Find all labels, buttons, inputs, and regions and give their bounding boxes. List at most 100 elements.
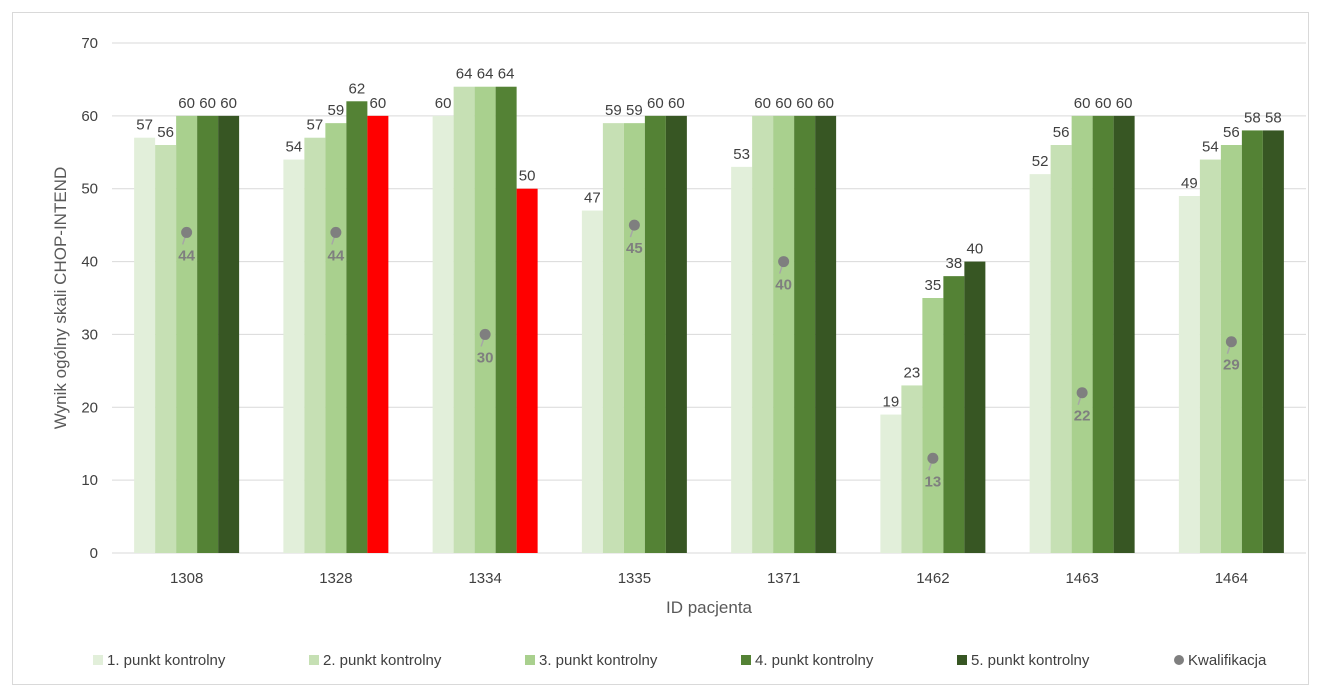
legend-label: 5. punkt kontrolny xyxy=(971,652,1090,669)
legend-swatch xyxy=(1174,655,1184,665)
bar-1462-series-3 xyxy=(922,298,944,553)
x-tick-label: 1371 xyxy=(767,570,800,587)
bar-1335-series-3 xyxy=(623,123,645,554)
qualification-label: 13 xyxy=(925,473,942,490)
qualification-point xyxy=(330,226,342,238)
data-label: 62 xyxy=(349,80,366,97)
qualification-point xyxy=(1076,387,1088,399)
data-label: 53 xyxy=(733,146,750,163)
data-label: 59 xyxy=(626,102,643,119)
x-axis-title: ID pacjenta xyxy=(666,598,753,617)
data-label: 64 xyxy=(498,66,515,83)
data-label: 60 xyxy=(220,95,237,112)
bar-1334-series-2 xyxy=(453,86,475,553)
bar-1308-series-4 xyxy=(197,115,219,553)
data-label: 58 xyxy=(1265,109,1282,126)
data-label: 60 xyxy=(178,95,195,112)
bar-1335-series-1 xyxy=(581,210,603,554)
data-label: 60 xyxy=(647,95,664,112)
qualification-label: 40 xyxy=(775,277,792,294)
data-label: 60 xyxy=(435,95,452,112)
bar-1335-series-2 xyxy=(602,123,624,554)
qualification-label: 29 xyxy=(1223,357,1240,374)
bar-1462-series-2 xyxy=(901,385,923,553)
x-tick-label: 1335 xyxy=(618,570,651,587)
data-label: 40 xyxy=(967,241,984,258)
data-label: 60 xyxy=(370,95,387,112)
data-label: 35 xyxy=(925,277,942,294)
bar-1328-series-5 xyxy=(367,115,389,553)
data-label: 60 xyxy=(754,95,771,112)
y-tick-label: 60 xyxy=(81,108,98,125)
qualification-label: 44 xyxy=(178,247,195,264)
bar-1334-series-4 xyxy=(495,86,517,553)
bar-1328-series-1 xyxy=(283,159,305,554)
x-tick-label: 1462 xyxy=(916,570,949,587)
data-label: 57 xyxy=(136,117,153,134)
bar-1335-series-5 xyxy=(665,115,687,553)
data-label: 60 xyxy=(817,95,834,112)
data-label: 64 xyxy=(477,66,494,83)
bar-1463-series-4 xyxy=(1092,115,1114,553)
bar-1371-series-3 xyxy=(773,115,795,553)
data-label: 49 xyxy=(1181,175,1198,192)
y-tick-label: 20 xyxy=(81,399,98,416)
data-label: 19 xyxy=(883,394,900,411)
bar-1371-series-1 xyxy=(731,166,753,553)
x-tick-label: 1308 xyxy=(170,570,203,587)
bar-1334-series-5 xyxy=(516,188,538,553)
qualification-point xyxy=(628,219,640,231)
bar-1328-series-3 xyxy=(325,123,347,554)
qualification-label: 44 xyxy=(328,247,345,264)
qualification-point xyxy=(927,452,939,464)
bar-1463-series-5 xyxy=(1113,115,1135,553)
legend-swatch xyxy=(309,655,319,665)
bar-1464-series-5 xyxy=(1262,130,1284,553)
data-label: 60 xyxy=(1116,95,1133,112)
bar-1371-series-2 xyxy=(752,115,774,553)
bar-1464-series-3 xyxy=(1220,145,1242,553)
y-tick-label: 30 xyxy=(81,326,98,343)
y-tick-label: 0 xyxy=(90,545,98,562)
legend-label: Kwalifikacja xyxy=(1188,652,1267,669)
legend-swatch xyxy=(93,655,103,665)
data-label: 52 xyxy=(1032,153,1049,170)
y-tick-label: 10 xyxy=(81,472,98,489)
bar-1334-series-1 xyxy=(432,115,454,553)
bar-1334-series-3 xyxy=(474,86,496,553)
bar-1335-series-4 xyxy=(644,115,666,553)
data-label: 54 xyxy=(286,139,303,156)
bars xyxy=(134,86,1284,554)
data-label: 38 xyxy=(946,255,963,272)
bar-1464-series-2 xyxy=(1199,159,1221,554)
data-label: 60 xyxy=(1074,95,1091,112)
qualification-point xyxy=(1225,336,1237,348)
x-tick-label: 1328 xyxy=(319,570,352,587)
data-label: 60 xyxy=(1095,95,1112,112)
y-axis-ticks: 0 10 20 30 40 50 60 70 xyxy=(81,35,98,562)
qualification-point xyxy=(479,328,491,340)
y-tick-label: 40 xyxy=(81,254,98,271)
data-label: 60 xyxy=(668,95,685,112)
data-label: 59 xyxy=(328,102,345,119)
y-tick-label: 70 xyxy=(81,35,98,52)
legend: 1. punkt kontrolny 2. punkt kontrolny 3. p… xyxy=(93,652,1267,669)
qualification-point xyxy=(778,256,790,268)
bar-1308-series-2 xyxy=(155,145,177,553)
legend-swatch xyxy=(957,655,967,665)
y-tick-label: 50 xyxy=(81,181,98,198)
legend-swatch xyxy=(525,655,535,665)
bar-1462-series-5 xyxy=(964,261,986,553)
data-label: 64 xyxy=(456,66,473,83)
bar-1463-series-1 xyxy=(1029,174,1051,553)
data-label: 47 xyxy=(584,190,601,207)
x-tick-label: 1464 xyxy=(1215,570,1248,587)
bar-1308-series-5 xyxy=(218,115,240,553)
bar-1328-series-4 xyxy=(346,101,368,554)
data-label: 50 xyxy=(519,168,536,185)
data-label: 57 xyxy=(307,117,324,134)
x-tick-label: 1334 xyxy=(468,570,501,587)
bar-1463-series-2 xyxy=(1050,145,1072,553)
data-label: 60 xyxy=(775,95,792,112)
